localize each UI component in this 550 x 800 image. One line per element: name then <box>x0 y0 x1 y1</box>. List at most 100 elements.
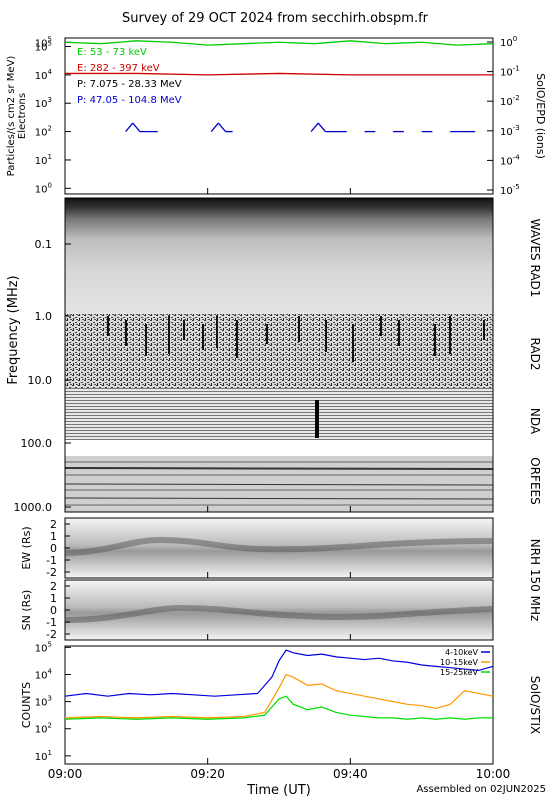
stix-series-line <box>64 695 493 720</box>
epd-series-line <box>64 40 494 46</box>
nrh-tick-label: 2 <box>50 518 57 531</box>
frequency-axis: 0.1 1.0 10.0 100.0 1000.0 <box>14 238 71 514</box>
epd-series-segment <box>317 122 326 133</box>
rad2-burst <box>449 316 451 354</box>
time-axis: 09:00 09:20 09:40 10:00 <box>48 188 511 781</box>
spectro-frame <box>64 197 494 513</box>
stix-series <box>64 649 494 720</box>
epd-series-segment <box>310 122 319 133</box>
spectro-gap <box>65 440 493 456</box>
rad2-burst <box>202 324 204 350</box>
stix-tick-label: 105 <box>35 640 52 654</box>
nrh-tick-label: -1 <box>46 554 57 567</box>
nrh-tick-label: 1 <box>50 530 57 543</box>
nrh-ew-panel: 210-1-2 EW (Rs) <box>20 517 494 579</box>
nrh-tick-label: -2 <box>46 566 57 579</box>
rad2-burst <box>236 320 238 358</box>
rad2-burst <box>434 324 436 356</box>
time-tick-label: 09:40 <box>333 767 368 781</box>
epd-ylabel: Particles/(s cm2 sr MeV) <box>6 56 17 177</box>
nda-strip <box>65 388 493 440</box>
time-tick-label: 10:00 <box>476 767 511 781</box>
orfees-lines <box>64 461 494 506</box>
stix-tick-label: 104 <box>35 667 53 681</box>
frequency-tick-label: 1.0 <box>35 310 53 323</box>
nrh-tick-label: -2 <box>46 628 57 641</box>
stix-tick-label: 101 <box>35 749 52 763</box>
time-tick-label: 09:20 <box>190 767 225 781</box>
nrh-sn-panel: 210-1-2 SN (Rs) NRH 150 MHz <box>20 539 542 641</box>
epd-legend-item: P: 7.075 - 28.33 MeV <box>77 79 182 90</box>
rad2-burst <box>168 316 170 354</box>
orfees-line <box>64 483 494 486</box>
rad2-burst <box>352 324 354 362</box>
stix-right-label: SolO/STIX <box>528 676 542 735</box>
stix-ylabel: COUNTS <box>20 682 33 728</box>
waves-rad1-strip <box>65 198 493 314</box>
epd-frame <box>64 37 494 195</box>
nda-burst <box>315 400 319 438</box>
epd-right-tick-label: 10-5 <box>500 183 520 197</box>
rad2-burst <box>325 320 327 352</box>
epd-left-tick-label: 104 <box>35 68 53 82</box>
time-axis-label: Time (UT) <box>246 783 311 798</box>
epd-right-tick-label: 10-4 <box>500 153 520 167</box>
stix-frame <box>64 645 494 765</box>
epd-series-segment <box>217 122 226 133</box>
rad2-burst-marks <box>107 316 485 362</box>
rad2-burst <box>183 320 185 340</box>
rad2-burst <box>380 316 382 336</box>
nrh-ew-axis: 210-1-2 <box>46 518 70 579</box>
epd-series-segment <box>132 122 141 133</box>
stix-tick-label: 102 <box>35 722 52 736</box>
rad2-burst <box>145 324 147 356</box>
frequency-tick-label: 100.0 <box>21 437 53 450</box>
label-waves-rad1: WAVES RAD1 <box>528 219 542 298</box>
nrh-ew-track <box>64 536 494 556</box>
stix-series-line <box>64 649 494 697</box>
epd-legend-item: E: 53 - 73 keV <box>77 47 147 58</box>
stix-legend-label: 10-15keV <box>440 658 479 667</box>
nrh-tick-label: 1 <box>50 592 57 605</box>
rad2-burst <box>107 316 109 336</box>
orfees-line <box>64 497 494 500</box>
nrh-ew-ylabel: EW (Rs) <box>20 526 33 569</box>
epd-legend-item: E: 282 - 397 keV <box>77 63 160 74</box>
stix-legend-label: 4-10keV <box>445 648 478 657</box>
epd-series-segment <box>125 122 134 133</box>
epd-right-tick-label: 10-1 <box>500 65 520 79</box>
frequency-tick-label: 10.0 <box>28 374 53 387</box>
epd-left-tick-label: 101 <box>35 153 52 167</box>
rad2-burst <box>298 316 300 342</box>
nrh-tick-label: 0 <box>50 542 57 555</box>
rad2-burst <box>398 320 400 346</box>
frequency-tick-label: 1000.0 <box>14 501 53 514</box>
figure-title: Survey of 29 OCT 2024 from secchirh.obsp… <box>122 11 429 26</box>
stix-tick-label: 103 <box>35 695 52 709</box>
time-tick-label: 09:00 <box>48 767 83 781</box>
stix-series-line <box>64 673 494 719</box>
frequency-tick-label: 0.1 <box>35 238 53 251</box>
nrh-sn-axis: 210-1-2 <box>46 580 70 641</box>
rad2-burst <box>266 324 268 344</box>
assembled-note: Assembled on 02JUN2025 <box>416 784 546 795</box>
rad2-burst <box>216 316 218 348</box>
nrh-tick-label: 0 <box>50 604 57 617</box>
epd-series-segment <box>210 122 219 133</box>
nrh-tick-label: 2 <box>50 580 57 593</box>
label-orfees: ORFEES <box>528 457 542 504</box>
frequency-ylabel: Frequency (MHz) <box>6 275 21 384</box>
rad2-strip <box>65 314 493 388</box>
label-rad2: RAD2 <box>528 338 542 371</box>
rad2-burst <box>125 320 127 346</box>
epd-legend-item: P: 47.05 - 104.8 MeV <box>77 95 182 106</box>
epd-left-tick-label: 100 <box>35 181 52 195</box>
epd-right-tick-label: 100 <box>500 35 517 49</box>
stix-legend-label: 15-25keV <box>440 668 479 677</box>
epd-ylabel-electrons: Electrons <box>17 93 28 139</box>
epd-right-tick-label: 10-3 <box>500 124 520 138</box>
